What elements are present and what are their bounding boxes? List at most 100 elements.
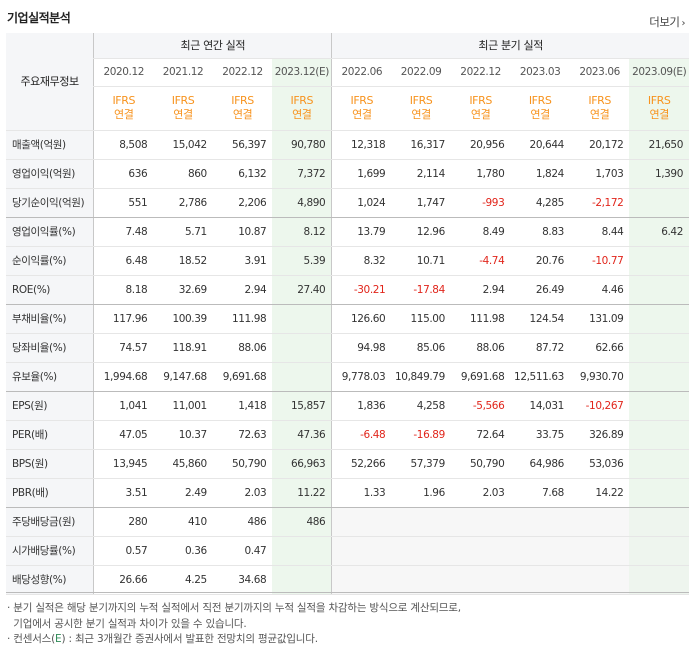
- table-cell: 124.54: [510, 304, 570, 334]
- table-cell: 2,786: [153, 188, 213, 218]
- table-row: 영업이익률(%) 7.48 5.71 10.87 8.12 13.79 12.96 8.49 8…: [6, 217, 689, 247]
- table-cell: [450, 565, 511, 595]
- table-cell: [272, 333, 332, 363]
- table-cell: 57,379: [391, 449, 451, 479]
- basis-header: IFRS 연결: [569, 86, 630, 131]
- table-cell: 1,024: [331, 188, 392, 218]
- note-line-1: · 분기 실적은 해당 분기까지의 누적 실적에서 직전 분기까지의 누적 실적…: [7, 602, 461, 614]
- table-cell: 20,172: [569, 130, 630, 160]
- table-cell: 2.03: [212, 478, 273, 508]
- table-row: 배당성향(%) 26.66 4.25 34.68: [6, 565, 689, 595]
- table-row: ROE(%) 8.18 32.69 2.94 27.40 -30.21 -17.84 2.94…: [6, 275, 689, 305]
- basis-ifrs: IFRS: [528, 94, 552, 107]
- table-cell: [629, 478, 689, 508]
- table-cell: 62.66: [569, 333, 630, 363]
- table-cell: 0.57: [93, 536, 154, 566]
- table-cell: 486: [272, 507, 332, 537]
- period-header: 2022.12: [212, 58, 273, 87]
- table-cell: 2.94: [450, 275, 511, 305]
- table-cell: 9,778.03: [331, 362, 392, 392]
- more-link[interactable]: 더보기 ›: [649, 14, 685, 30]
- row-label: 부채비율(%): [6, 304, 94, 334]
- table-row: 주당배당금(원) 280 410 486 486: [6, 507, 689, 537]
- table-cell: -30.21: [331, 275, 392, 305]
- table-cell: 13,945: [93, 449, 154, 479]
- table-cell: 50,790: [450, 449, 511, 479]
- table-cell: [629, 275, 689, 305]
- basis-header: IFRS 연결: [272, 86, 332, 131]
- table-cell: 72.64: [450, 420, 511, 450]
- table-cell: -993: [450, 188, 511, 218]
- table-cell: 66,963: [272, 449, 332, 479]
- table-cell: 3.91: [212, 246, 273, 276]
- period-header: 2022.06: [331, 58, 392, 87]
- basis-consolidated: 연결: [530, 108, 550, 121]
- basis-header: IFRS 연결: [212, 86, 273, 131]
- table-cell: [629, 188, 689, 218]
- table-cell: [450, 507, 511, 537]
- table-row: PBR(배) 3.51 2.49 2.03 11.22 1.33 1.96 2.03 7.68 1…: [6, 478, 689, 508]
- basis-ifrs: IFRS: [469, 94, 492, 107]
- table-cell: 64,986: [510, 449, 570, 479]
- table-cell: 13.79: [331, 217, 392, 247]
- table-cell: 0.36: [153, 536, 213, 566]
- note-line-3: · 컨센서스(E) : 최근 3개월간 증권사에서 발표한 전망치의 평균값입니…: [7, 632, 461, 648]
- table-row: 순이익률(%) 6.48 18.52 3.91 5.39 8.32 10.71 -4.74 20…: [6, 246, 689, 276]
- table-cell: 8.32: [331, 246, 392, 276]
- period-header: 2023.06: [569, 58, 630, 87]
- table-cell: 50,790: [212, 449, 273, 479]
- table-row: 부채비율(%) 117.96 100.39 111.98 126.60 115.00 111…: [6, 304, 689, 334]
- table-cell: 90,780: [272, 130, 332, 160]
- table-cell: [629, 391, 689, 421]
- table-cell: 12,511.63: [510, 362, 570, 392]
- basis-header: IFRS 연결: [391, 86, 451, 131]
- table-cell: 15,042: [153, 130, 213, 160]
- table-cell: 18.52: [153, 246, 213, 276]
- table-row: BPS(원) 13,945 45,860 50,790 66,963 52,266 57,3…: [6, 449, 689, 479]
- table-row: 영업이익(억원) 636 860 6,132 7,372 1,699 2,114 1,780 1…: [6, 159, 689, 189]
- table-row: 매출액(억원) 8,508 15,042 56,397 90,780 12,318 16,3…: [6, 130, 689, 160]
- table-row: EPS(원) 1,041 11,001 1,418 15,857 1,836 4,258 -5…: [6, 391, 689, 421]
- table-cell: 115.00: [391, 304, 451, 334]
- basis-header: IFRS 연결: [331, 86, 392, 131]
- table-cell: 1,703: [569, 159, 630, 189]
- table-cell: 6.42: [629, 217, 689, 247]
- row-label-header: 주요재무정보: [6, 33, 94, 131]
- table-cell: -6.48: [331, 420, 392, 450]
- table-cell: 56,397: [212, 130, 273, 160]
- table-cell: 8.44: [569, 217, 630, 247]
- row-label: BPS(원): [6, 449, 94, 479]
- table-cell: 14,031: [510, 391, 570, 421]
- table-cell: 1,418: [212, 391, 273, 421]
- table-cell: 20.76: [510, 246, 570, 276]
- row-label: 순이익률(%): [6, 246, 94, 276]
- table-cell: [510, 536, 570, 566]
- row-label: EPS(원): [6, 391, 94, 421]
- table-cell: 10,849.79: [391, 362, 451, 392]
- row-label: 배당성향(%): [6, 565, 94, 595]
- table-cell: 7,372: [272, 159, 332, 189]
- table-cell: [569, 536, 630, 566]
- basis-header: IFRS 연결: [629, 86, 689, 131]
- more-link-label: 더보기: [649, 15, 680, 29]
- table-cell: 10.87: [212, 217, 273, 247]
- table-cell: 8.49: [450, 217, 511, 247]
- table-cell: 27.40: [272, 275, 332, 305]
- period-header: 2023.09(E): [629, 58, 689, 87]
- basis-ifrs: IFRS: [171, 94, 195, 107]
- table-cell: [629, 246, 689, 276]
- table-cell: 6.48: [93, 246, 154, 276]
- table-cell: 3.51: [93, 478, 154, 508]
- table-cell: 486: [212, 507, 273, 537]
- table-cell: 410: [153, 507, 213, 537]
- row-label: 영업이익률(%): [6, 217, 94, 247]
- basis-ifrs: IFRS: [231, 94, 254, 107]
- footnotes: · 분기 실적은 해당 분기까지의 누적 실적에서 직전 분기까지의 누적 실적…: [7, 601, 461, 648]
- table-cell: 32.69: [153, 275, 213, 305]
- basis-row: IFRS 연결 IFRS 연결 IFRS 연결 IFRS 연결 IFRS 연결 IFRS 연결 IFRS…: [6, 86, 689, 131]
- period-header: 2021.12: [153, 58, 213, 87]
- table-cell: 1,390: [629, 159, 689, 189]
- table-cell: 4.25: [153, 565, 213, 595]
- table-cell: 1,041: [93, 391, 154, 421]
- table-row: 시가배당률(%) 0.57 0.36 0.47: [6, 536, 689, 566]
